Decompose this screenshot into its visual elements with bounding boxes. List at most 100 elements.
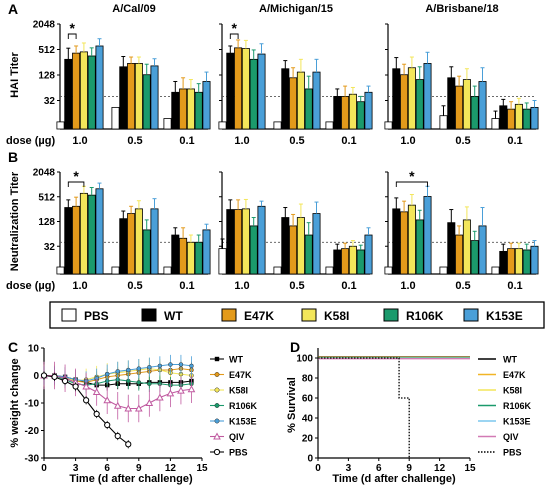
y-tick-label: 20 — [302, 434, 314, 445]
weight-chart: -30 -20 -10 0 10 0 3 6 9 12 15 % weight change Time … — [9, 344, 208, 486]
y-tick-label: 0 — [33, 371, 39, 382]
bar-E47K — [341, 248, 350, 275]
bar-E47K — [289, 225, 298, 275]
legend-swatch-E47K — [221, 308, 237, 322]
bar-subplot: 1.0 0.5 0.1 — [384, 171, 539, 292]
legend-marker-E47K — [214, 372, 220, 377]
bar-PBS — [439, 266, 448, 275]
point-QIV — [82, 382, 90, 390]
bar-E47K — [507, 248, 516, 275]
significance-bracket — [229, 33, 239, 39]
bar-K58I — [134, 208, 143, 275]
bar-K58I — [462, 79, 471, 130]
bar-K153E — [257, 53, 266, 130]
bar-K58I — [79, 51, 88, 130]
bar-K153E — [423, 196, 432, 275]
bar-K58I — [186, 88, 195, 130]
bar-PBS — [163, 266, 172, 275]
bar-WT — [447, 77, 456, 130]
bar-E47K — [127, 63, 136, 130]
bar-K58I — [514, 103, 523, 130]
bar-E47K — [507, 108, 516, 130]
bar-subplot: A/Brisbane/18 1.0 0.5 0.1 — [384, 3, 539, 147]
y-tick-label: 32 — [44, 96, 56, 107]
bar-E47K — [455, 85, 464, 130]
bar-PBS — [384, 121, 393, 130]
point-QIV — [177, 386, 185, 394]
bar-WT — [171, 234, 180, 275]
y-tick-label: 80 — [302, 374, 314, 385]
significance-mark: * — [409, 168, 415, 184]
x-group-label: 0.5 — [455, 280, 470, 292]
subplot-title: A/Cal/09 — [112, 3, 155, 15]
bar-WT — [392, 208, 401, 275]
point-K153E — [178, 362, 184, 367]
legend-label-K153E: K153E — [486, 309, 523, 323]
bar-R106K — [87, 55, 96, 130]
point-QIV — [113, 401, 122, 409]
bar-R106K — [194, 91, 203, 130]
point-K153E — [189, 363, 194, 369]
significance-bracket — [67, 33, 77, 39]
bar-WT — [226, 52, 235, 130]
legend-swatch-PBS — [61, 308, 77, 322]
bar-R106K — [142, 229, 151, 275]
point-QIV — [92, 387, 101, 395]
x-group-label: 1.0 — [400, 135, 415, 147]
x-group-label: 0.1 — [341, 135, 356, 147]
x-group-label: 0.5 — [127, 135, 142, 147]
legend-label-E47K: E47K — [244, 309, 274, 323]
panel-label-b: B — [8, 149, 18, 165]
x-group-label: 0.5 — [127, 280, 142, 292]
legend-label-R106K: R106K — [229, 401, 258, 411]
y-tick-label: 128 — [38, 71, 55, 82]
survival-legend: WT E47K K58I R106K K153E QIV PBS — [478, 355, 532, 458]
bar-E47K — [179, 237, 188, 275]
bar-K58I — [514, 248, 523, 275]
bar-R106K — [356, 249, 365, 275]
weight-legend: WT E47K K58I R106K K153E QIV PBS — [210, 355, 258, 458]
bar-E47K — [234, 47, 243, 130]
point-K153E — [126, 367, 131, 373]
bar-R106K — [522, 249, 531, 275]
bar-PBS — [111, 266, 120, 275]
point-R106K — [136, 380, 142, 385]
y-tick-label: 2048 — [33, 20, 56, 31]
y-tick-label: 512 — [38, 192, 55, 203]
x-tick-label: 3 — [73, 463, 79, 474]
legend-label-WT: WT — [164, 309, 183, 323]
panel-label-d: D — [290, 339, 300, 355]
significance-mark: * — [69, 20, 75, 36]
y-axis-label: % Survival — [286, 377, 298, 433]
x-tick-label: 12 — [434, 463, 446, 474]
x-group-label: 0.1 — [507, 280, 522, 292]
legend-label-WT: WT — [503, 355, 517, 365]
bar-E47K — [289, 77, 298, 130]
bar-PBS — [491, 266, 500, 275]
y-tick-label: 512 — [38, 45, 55, 56]
panel-label-c: C — [8, 339, 18, 355]
bar-R106K — [142, 74, 151, 130]
bar-E47K — [127, 213, 136, 275]
legend-label-E47K: E47K — [229, 370, 252, 380]
significance-mark: * — [231, 20, 237, 36]
bar-WT — [499, 250, 508, 275]
bar-K153E — [150, 65, 159, 130]
x-group-label: 0.1 — [179, 135, 194, 147]
point-QIV — [156, 393, 164, 401]
bar-WT — [226, 209, 235, 275]
x-group-label: 0.5 — [289, 280, 304, 292]
bar-PBS — [273, 266, 282, 275]
bar-PBS — [163, 118, 172, 130]
bar-E47K — [72, 205, 81, 275]
bar-K153E — [150, 208, 159, 275]
bar-WT — [281, 68, 290, 130]
bar-K58I — [407, 204, 416, 275]
legend-swatch-R106K — [383, 308, 399, 322]
legend-label-K153E: K153E — [503, 417, 531, 427]
bar-K58I — [348, 93, 357, 130]
bar-R106K — [249, 225, 258, 275]
panel-label-a: A — [8, 1, 18, 17]
bar-K153E — [478, 81, 487, 130]
